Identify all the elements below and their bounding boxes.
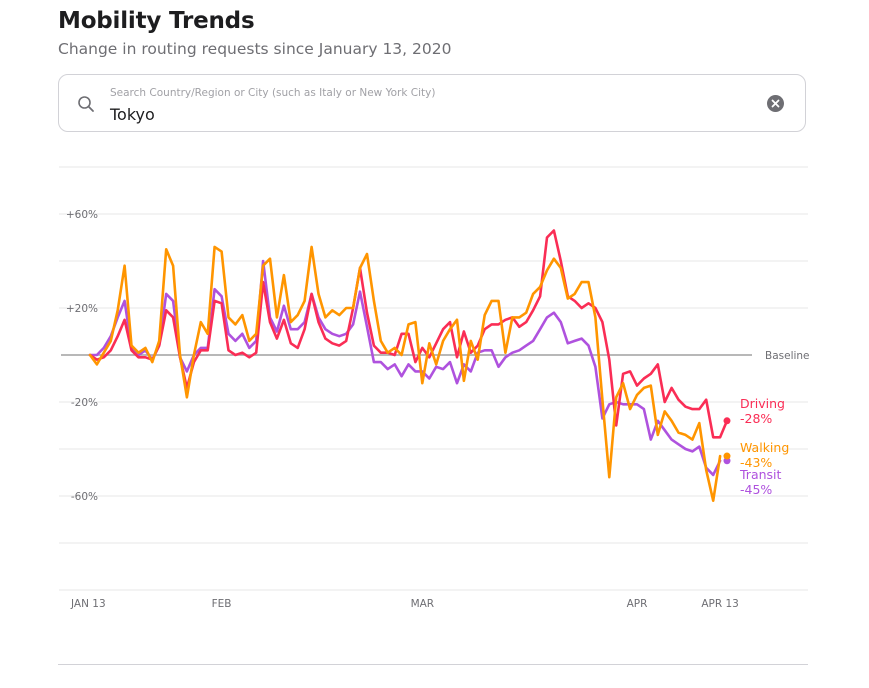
- series-endpoint-walking: [723, 452, 731, 460]
- y-axis-ticks: +60% +20% -20% -60%: [66, 209, 98, 503]
- y-tick-label: -20%: [71, 397, 98, 409]
- x-tick-label: APR 13: [701, 598, 739, 610]
- page-subtitle: Change in routing requests since January…: [58, 40, 452, 58]
- chart-svg: +60% +20% -20% -60% Baseline Driving-28% Wal…: [59, 166, 810, 610]
- series-end-labels: Driving-28% Walking-43%Transit-45%: [739, 396, 789, 497]
- series-line-walking: [88, 245, 722, 503]
- x-axis-ticks: JAN 13 FEB MAR APR APR 13: [70, 598, 739, 610]
- series-lines: [88, 229, 731, 503]
- series-name-walking: Walking: [740, 440, 789, 455]
- search-input[interactable]: Tokyo: [110, 105, 155, 124]
- series-value-driving: -28%: [740, 411, 772, 426]
- x-tick-label: FEB: [212, 598, 232, 610]
- clear-search-button[interactable]: [767, 95, 784, 112]
- x-tick-label: APR: [627, 598, 648, 610]
- search-icon: [77, 95, 95, 113]
- bottom-divider: [58, 664, 808, 665]
- search-placeholder: Search Country/Region or City (such as I…: [110, 87, 436, 99]
- series-endpoint-driving: [723, 417, 731, 425]
- series-line-driving: [88, 229, 729, 439]
- y-tick-label: +60%: [66, 209, 98, 221]
- y-tick-label: -60%: [71, 491, 98, 503]
- search-field[interactable]: Search Country/Region or City (such as I…: [58, 74, 806, 132]
- series-name-transit: Transit: [739, 467, 782, 482]
- series-value-walking: -43%: [740, 455, 772, 470]
- baseline-label: Baseline: [765, 350, 810, 362]
- x-tick-label: MAR: [411, 598, 435, 610]
- y-tick-label: +20%: [66, 303, 98, 315]
- baseline-group: Baseline: [61, 350, 810, 362]
- page-title: Mobility Trends: [58, 8, 255, 34]
- x-tick-label: JAN 13: [70, 598, 106, 610]
- chart-gridlines: [59, 166, 808, 591]
- series-name-driving: Driving: [740, 396, 785, 411]
- clear-icon: [771, 99, 780, 108]
- series-line-transit: [88, 259, 722, 477]
- mobility-chart: +60% +20% -20% -60% Baseline Driving -28% Wal…: [0, 150, 869, 620]
- series-value-transit: -45%: [740, 482, 772, 497]
